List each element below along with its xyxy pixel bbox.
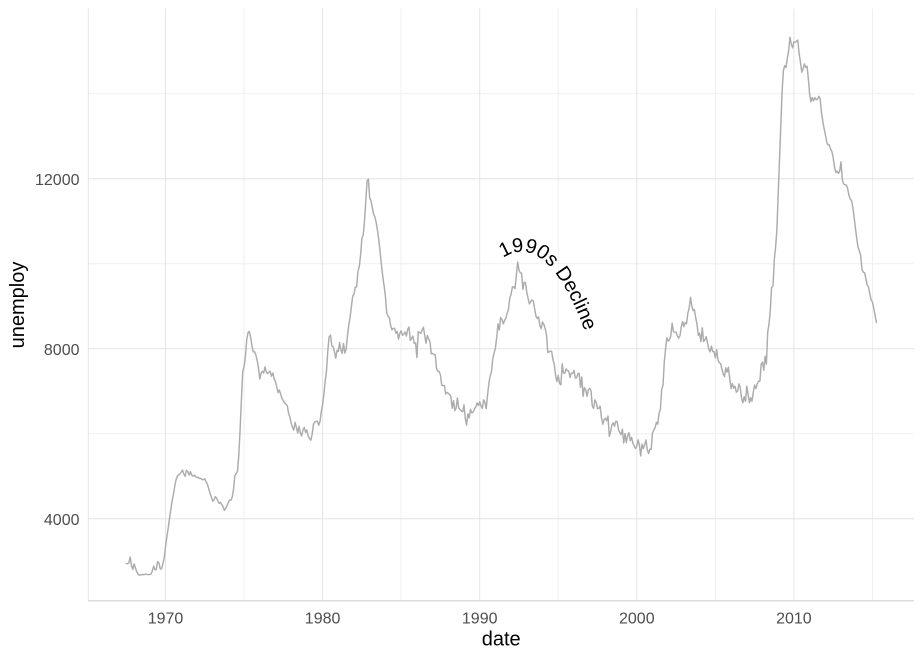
svg-text:8000: 8000 [44,342,80,359]
svg-text:4000: 4000 [44,512,80,529]
svg-text:1990: 1990 [462,610,498,627]
svg-text:2010: 2010 [776,610,812,627]
svg-text:2000: 2000 [619,610,655,627]
svg-text:date: date [482,629,521,651]
svg-text:1970: 1970 [148,610,184,627]
svg-text:unemploy: unemploy [7,262,29,349]
svg-text:12000: 12000 [35,172,80,189]
svg-text:1980: 1980 [305,610,341,627]
